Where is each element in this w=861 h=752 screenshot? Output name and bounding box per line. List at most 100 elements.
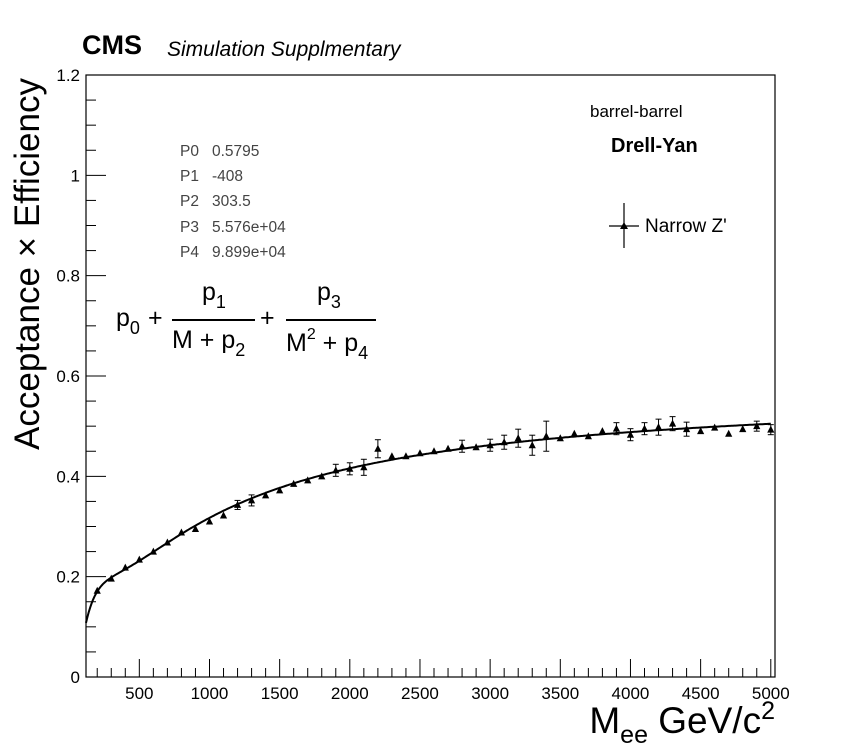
triangle-marker xyxy=(346,464,354,472)
data-point xyxy=(486,438,494,452)
formula-denominator-1: M + p2 xyxy=(172,326,246,360)
x-tick-label: 4500 xyxy=(682,684,720,703)
y-tick-label: 0 xyxy=(71,668,80,687)
data-point xyxy=(767,424,775,436)
y-tick-label: 0.4 xyxy=(56,467,80,486)
triangle-marker xyxy=(753,422,761,430)
experiment-sublabel: Simulation Supplmentary xyxy=(167,38,401,61)
data-point xyxy=(374,439,382,459)
triangle-marker xyxy=(121,563,129,571)
triangle-marker xyxy=(612,424,621,432)
data-point xyxy=(500,434,508,450)
data-point xyxy=(247,494,256,507)
x-tick-label: 5000 xyxy=(752,684,790,703)
y-tick-label: 0.2 xyxy=(56,568,80,587)
triangle-marker xyxy=(711,423,719,431)
triangle-marker xyxy=(374,444,382,452)
triangle-marker xyxy=(458,442,466,450)
data-point xyxy=(276,486,284,494)
triangle-marker xyxy=(402,452,410,460)
x-tick-label: 4000 xyxy=(612,684,650,703)
data-point xyxy=(556,434,564,442)
fit-parameters-box: P0 0.5795 P1 -408 P2 303.5 P3 5.576e+04 P4 9.… xyxy=(180,139,286,265)
data-point xyxy=(177,528,186,536)
x-axis: 500 1000 1500 2000 2500 3000 3500 4000 4500 5000 xyxy=(96,659,790,703)
data-point xyxy=(458,439,466,453)
data-point xyxy=(290,479,298,487)
data-point xyxy=(430,447,438,455)
x-tick-label: 2000 xyxy=(331,684,369,703)
y-axis: 0 0.2 0.4 0.6 0.8 1 1.2 xyxy=(56,66,106,687)
triangle-marker xyxy=(318,472,326,480)
data-point xyxy=(584,432,592,440)
triangle-marker xyxy=(191,525,200,533)
x-tick-label: 2500 xyxy=(401,684,439,703)
triangle-marker xyxy=(598,427,606,435)
triangle-marker xyxy=(444,444,452,452)
x-tick-label: 3000 xyxy=(471,684,509,703)
formula-numerator-2: p3 xyxy=(317,278,341,312)
data-point xyxy=(219,511,228,519)
formula-denominator-2: M2 + p4 xyxy=(286,326,369,363)
triangle-marker xyxy=(262,491,270,499)
fit-parameter: P0 0.5795 xyxy=(180,143,260,160)
triangle-marker xyxy=(682,425,691,433)
fit-parameter: P4 9.899e+04 xyxy=(180,243,286,261)
process-label: Drell-Yan xyxy=(611,135,698,157)
x-tick-label: 500 xyxy=(125,684,153,703)
data-point xyxy=(107,574,115,582)
triangle-marker xyxy=(626,430,635,438)
triangle-marker xyxy=(556,434,564,442)
data-point xyxy=(402,452,410,460)
triangle-marker xyxy=(135,555,143,563)
y-tick-label: 1 xyxy=(71,166,80,185)
triangle-marker xyxy=(584,432,592,440)
fit-curve xyxy=(85,422,771,624)
triangle-marker xyxy=(430,447,438,455)
data-point xyxy=(472,443,480,451)
formula-numerator-1: p1 xyxy=(202,278,226,312)
triangle-marker xyxy=(542,432,550,440)
data-point xyxy=(697,427,705,435)
y-tick-label: 1.2 xyxy=(56,66,80,85)
data-point xyxy=(725,429,733,437)
formula-p0: p0 xyxy=(116,304,140,338)
triangle-marker xyxy=(233,500,242,508)
data-point xyxy=(514,428,522,448)
data-point xyxy=(528,434,536,456)
data-point xyxy=(739,425,747,433)
data-point xyxy=(416,449,424,457)
formula-fraction-bar xyxy=(172,319,255,321)
triangle-marker xyxy=(528,441,536,449)
triangle-marker xyxy=(416,449,424,457)
triangle-marker xyxy=(472,443,480,451)
data-point xyxy=(93,586,101,594)
data-points xyxy=(93,416,775,594)
triangle-marker xyxy=(247,496,256,504)
triangle-marker xyxy=(570,429,578,437)
x-tick-label: 3500 xyxy=(541,684,579,703)
triangle-marker xyxy=(514,434,522,442)
x-tick-label: 1500 xyxy=(261,684,299,703)
formula-plus: + xyxy=(260,304,275,332)
triangle-marker xyxy=(360,463,368,471)
triangle-marker xyxy=(205,517,214,525)
data-point xyxy=(711,423,719,431)
fit-parameter: P3 5.576e+04 xyxy=(180,218,286,236)
y-tick-label: 0.6 xyxy=(56,367,80,386)
formula-plus: + xyxy=(148,304,163,332)
data-point xyxy=(163,538,171,546)
triangle-marker xyxy=(654,423,663,431)
data-point xyxy=(233,499,242,510)
data-point xyxy=(570,429,578,437)
data-point xyxy=(388,452,396,460)
data-point xyxy=(640,422,649,436)
region-label: barrel-barrel xyxy=(590,102,683,121)
data-point xyxy=(262,491,270,499)
data-point xyxy=(205,517,214,525)
triangle-marker xyxy=(388,452,396,460)
triangle-marker xyxy=(163,538,171,546)
triangle-marker xyxy=(276,486,284,494)
triangle-marker xyxy=(107,574,115,582)
